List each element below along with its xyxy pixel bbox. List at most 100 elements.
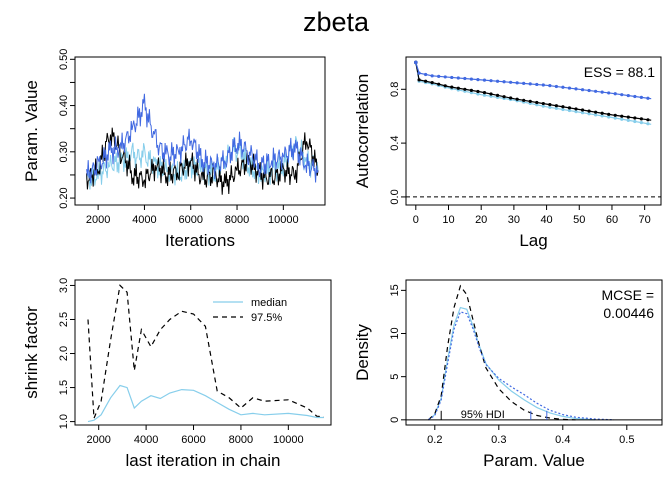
density-plot-area bbox=[406, 284, 662, 421]
shrink-legend-label: median bbox=[251, 297, 287, 309]
autocorrelation-xtick-label: 0 bbox=[413, 214, 419, 226]
autocorrelation-xtick-label: 40 bbox=[540, 214, 552, 226]
shrink-xtick-label: 2000 bbox=[86, 434, 110, 446]
trace-ytick-label: 0.30 bbox=[58, 141, 70, 162]
autocorrelation-series-point bbox=[463, 76, 467, 81]
autocorrelation-xtick-label: 60 bbox=[606, 214, 618, 226]
density-series-line bbox=[428, 306, 595, 421]
autocorrelation-series-point bbox=[463, 87, 467, 91]
autocorrelation-series-point bbox=[515, 81, 519, 85]
trace-plot-area bbox=[86, 93, 319, 195]
autocorrelation-ytick-label: 0.0 bbox=[389, 189, 401, 204]
autocorrelation-series-point bbox=[561, 105, 565, 109]
autocorrelation-series-point bbox=[554, 104, 558, 108]
autocorrelation-series-point bbox=[495, 79, 500, 83]
density-annotation: MCSE = bbox=[601, 287, 654, 303]
autocorrelation-series-point bbox=[456, 76, 460, 80]
autocorrelation-series-point bbox=[456, 86, 460, 90]
autocorrelation-series-point bbox=[554, 106, 558, 110]
autocorrelation-series-point bbox=[548, 84, 552, 88]
trace-series-line bbox=[86, 93, 319, 184]
density-frame bbox=[405, 279, 663, 426]
autocorrelation-series-point bbox=[607, 115, 611, 119]
shrink-xtick-label: 4000 bbox=[134, 434, 158, 446]
autocorrelation-series-point bbox=[414, 60, 418, 65]
autocorrelation-series-point bbox=[620, 114, 624, 118]
autocorrelation-plot-area bbox=[406, 60, 661, 198]
autocorrelation-series-point bbox=[482, 78, 487, 82]
autocorrelation-series-point bbox=[613, 92, 617, 96]
autocorrelation-series-point bbox=[646, 122, 650, 126]
autocorrelation-series-point bbox=[430, 80, 434, 85]
density-ytick-label: 5 bbox=[389, 374, 401, 380]
autocorrelation-series-point bbox=[567, 106, 572, 110]
shrink-xtick-label: 6000 bbox=[181, 434, 205, 446]
trace-xtick-label: 2000 bbox=[86, 214, 110, 226]
trace-xtick-label: 10000 bbox=[268, 214, 299, 226]
autocorrelation-series-point bbox=[541, 104, 545, 108]
shrink-series-line bbox=[87, 384, 324, 423]
autocorrelation-series-point bbox=[541, 83, 545, 87]
autocorrelation-series-point bbox=[443, 75, 447, 79]
trace-frame bbox=[74, 56, 326, 206]
autocorrelation-series-point bbox=[495, 93, 500, 97]
autocorrelation-series-point bbox=[587, 109, 591, 113]
autocorrelation-series-point bbox=[639, 120, 643, 125]
autocorrelation-xtick-label: 20 bbox=[475, 214, 487, 226]
autocorrelation-series-point bbox=[502, 80, 506, 84]
autocorrelation-series-point bbox=[424, 79, 428, 83]
density-xtick-label: 0.2 bbox=[427, 434, 442, 446]
autocorrelation-series-point bbox=[548, 105, 552, 109]
density-ytick-label: 10 bbox=[389, 327, 401, 339]
autocorrelation-series-point bbox=[430, 74, 434, 78]
autocorrelation-series-point bbox=[600, 111, 604, 115]
autocorrelation-series-point bbox=[535, 103, 539, 107]
autocorrelation-xtick-label: 10 bbox=[442, 214, 454, 226]
autocorrelation-series-point bbox=[417, 78, 421, 82]
autocorrelation-series-point bbox=[646, 118, 650, 122]
autocorrelation-series-point bbox=[554, 84, 558, 89]
autocorrelation-series-point bbox=[541, 101, 545, 106]
trace-y-axis-label: Param. Value bbox=[22, 80, 41, 182]
density-ytick-label: 0 bbox=[389, 417, 401, 423]
autocorrelation-series-point bbox=[535, 100, 539, 105]
autocorrelation-series-point bbox=[489, 79, 493, 83]
autocorrelation-series-point bbox=[561, 107, 565, 112]
autocorrelation-annotation: ESS = 88.1 bbox=[584, 64, 655, 80]
autocorrelation-series-point bbox=[639, 95, 643, 99]
autocorrelation-series-point bbox=[580, 108, 585, 112]
autocorrelation-series-point bbox=[437, 74, 441, 78]
autocorrelation-series-point bbox=[476, 78, 480, 82]
density-ytick-label: 15 bbox=[389, 284, 401, 296]
autocorrelation-series-point bbox=[522, 81, 526, 85]
density-x-axis-label: Param. Value bbox=[483, 451, 585, 470]
autocorrelation-series-point bbox=[580, 111, 585, 115]
autocorrelation-series-point bbox=[567, 108, 572, 113]
shrink-ytick-label: 1.5 bbox=[58, 380, 70, 395]
density-xtick-label: 0.4 bbox=[555, 434, 570, 446]
shrink-ytick-label: 2.0 bbox=[58, 346, 70, 361]
autocorrelation-series-point bbox=[613, 113, 617, 117]
autocorrelation-xtick-label: 50 bbox=[573, 214, 585, 226]
autocorrelation-series-point bbox=[600, 114, 604, 118]
autocorrelation-series-point bbox=[620, 117, 624, 121]
density-series-line bbox=[428, 311, 615, 421]
autocorrelation-series-point bbox=[626, 93, 630, 98]
shrink-panel: 2000 4000 6000 8000 10000 1.0 1.5 2.0 2.5 3.0 last… bbox=[22, 278, 332, 470]
autocorrelation-series-point bbox=[561, 85, 565, 89]
autocorrelation-series-point bbox=[633, 94, 637, 99]
density-hdi-label: 95% HDI bbox=[461, 409, 505, 421]
autocorrelation-series-point bbox=[469, 77, 473, 81]
autocorrelation-series-point bbox=[580, 88, 585, 92]
autocorrelation-series-point bbox=[594, 113, 598, 117]
autocorrelation-series-point bbox=[450, 85, 454, 89]
autocorrelation-panel: 0 10 20 30 40 50 60 70 0.0 0.4 0.8 Lag Autocorrelati… bbox=[353, 56, 662, 250]
shrink-xtick-label: 8000 bbox=[229, 434, 253, 446]
shrink-ytick-label: 1.0 bbox=[58, 414, 70, 429]
autocorrelation-series-point bbox=[450, 75, 454, 80]
density-panel: 0.2 0.3 0.4 0.5 0 5 10 15 Param. Value Density MCS… bbox=[353, 279, 663, 470]
autocorrelation-series-point bbox=[574, 110, 578, 114]
autocorrelation-frame bbox=[405, 56, 662, 206]
autocorrelation-series-point bbox=[626, 118, 630, 122]
